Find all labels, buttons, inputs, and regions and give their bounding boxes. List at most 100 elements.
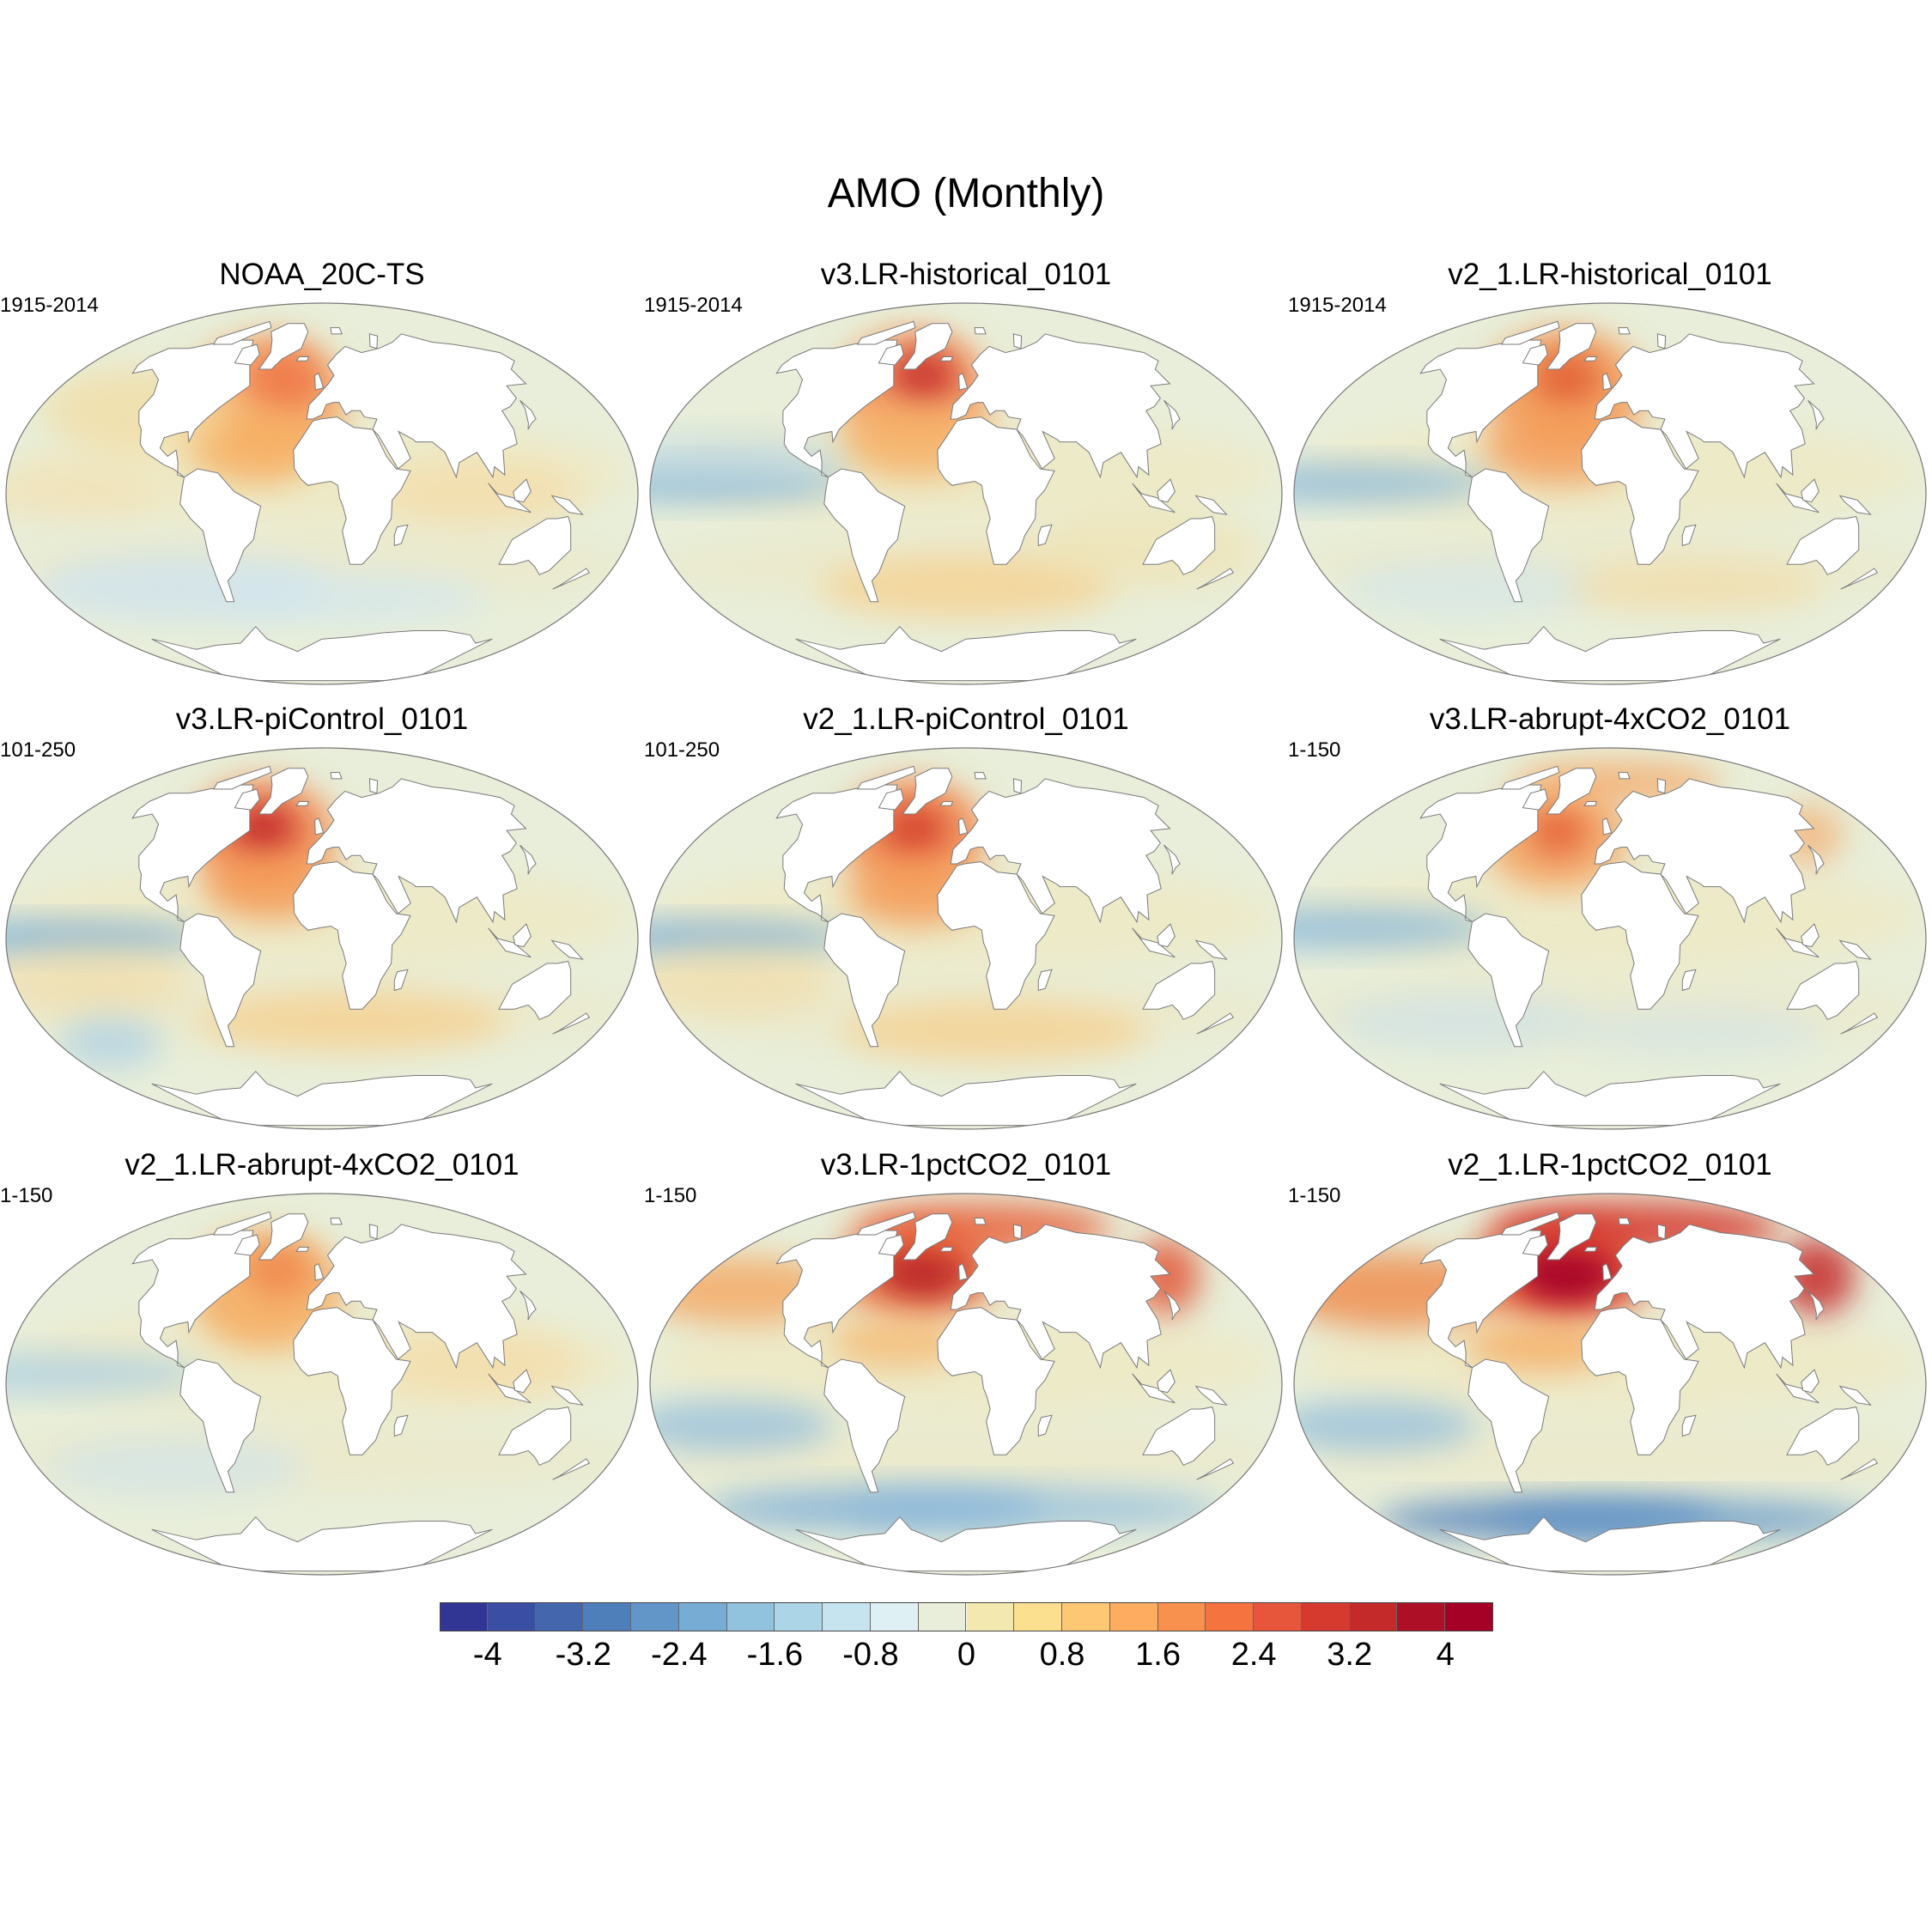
panel-period: 1915-2014 — [644, 294, 743, 317]
colorbar-bin — [678, 1602, 727, 1631]
colorbar-bin — [1397, 1602, 1446, 1631]
land-antarctica — [795, 1070, 1137, 1127]
map-panel: v2_1.LR-piControl_0101 101-250 — [644, 702, 1288, 1132]
land-uk — [1602, 373, 1613, 391]
land-indonesia — [1132, 927, 1176, 958]
panel-title: v3.LR-historical_0101 — [820, 258, 1112, 291]
anomaly-patch — [1494, 1500, 1873, 1539]
land-new-zealand — [1196, 1458, 1235, 1480]
panel-title: v3.LR-1pctCO2_0101 — [820, 1148, 1112, 1182]
land-south-america — [823, 913, 906, 1048]
land-eurasia — [1594, 333, 1815, 479]
map-panel: v3.LR-historical_0101 1915-2014 — [644, 258, 1288, 687]
land-iceland — [295, 356, 310, 361]
panel-period: 1-150 — [644, 1184, 697, 1207]
map-panel: NOAA_20C-TS 1915-2014 — [0, 258, 644, 687]
land-borneo — [513, 1369, 532, 1394]
land-uk — [314, 817, 325, 835]
colorbar-bin — [631, 1602, 679, 1631]
anomaly-patch — [889, 347, 958, 408]
map-svg — [649, 1193, 1283, 1576]
land-canadian-arctic — [212, 1211, 272, 1236]
colorbar-bin — [1157, 1602, 1206, 1631]
anomaly-patch — [839, 1001, 1149, 1062]
land-greenland — [1546, 768, 1597, 815]
land-baffin-island — [878, 343, 904, 366]
colorbar-bin — [1014, 1602, 1063, 1631]
land-new-zealand — [1840, 1012, 1879, 1035]
panel-title: v2_1.LR-piControl_0101 — [803, 702, 1129, 736]
globe-outline — [5, 747, 639, 1130]
colorbar-bin — [1254, 1602, 1302, 1631]
land-south-america — [823, 1358, 906, 1493]
colorbar-tick-label: -4 — [472, 1637, 502, 1673]
land-new-guinea — [550, 1385, 584, 1406]
land-canadian-arctic — [212, 320, 272, 345]
land-africa — [937, 861, 1055, 1010]
land-novaya-zemlya — [1012, 333, 1023, 349]
land-greenland — [902, 1213, 953, 1261]
land-new-guinea — [1194, 939, 1228, 960]
land-borneo — [1157, 1369, 1176, 1394]
land-south-america — [179, 913, 262, 1048]
map-panel: v3.LR-abrupt-4xCO2_0101 1-150 — [1288, 702, 1932, 1132]
land-svalbard — [974, 1218, 987, 1225]
map-svg — [649, 747, 1283, 1130]
land-japan — [519, 399, 537, 430]
land-madagascar — [393, 969, 409, 992]
land-uk — [1602, 817, 1613, 835]
land-indonesia — [1776, 927, 1820, 958]
land-australia — [498, 961, 572, 1020]
land-madagascar — [1681, 524, 1697, 547]
anomaly-patch — [881, 803, 947, 859]
land-indonesia — [1776, 1373, 1820, 1404]
colorbar-bin — [1062, 1602, 1110, 1631]
colorbar-bin — [870, 1602, 919, 1631]
land-eurasia — [306, 1224, 527, 1370]
land-new-guinea — [1838, 495, 1872, 515]
land-africa — [937, 1307, 1055, 1455]
anomaly-patch — [1294, 907, 1494, 949]
land-madagascar — [1681, 969, 1697, 992]
land-greenland — [1546, 1213, 1597, 1261]
land-africa — [293, 1307, 411, 1455]
colorbar-tick-label: -2.4 — [651, 1637, 708, 1673]
land-new-guinea — [1838, 1385, 1872, 1406]
land-eurasia — [950, 333, 1171, 479]
panel-period: 1-150 — [1288, 738, 1341, 762]
map-panel: v2_1.LR-abrupt-4xCO2_0101 1-150 — [0, 1148, 644, 1577]
anomaly-patch — [377, 459, 583, 528]
land-japan — [1807, 844, 1825, 875]
land-baffin-island — [878, 1234, 904, 1256]
land-borneo — [1801, 478, 1820, 503]
land-iceland — [1583, 356, 1598, 361]
globe-outline — [649, 1193, 1283, 1576]
land-borneo — [1801, 1369, 1820, 1394]
colorbar-tick-label: 2.4 — [1230, 1637, 1277, 1673]
map-svg — [1293, 1193, 1927, 1576]
land-africa — [293, 416, 411, 565]
land-madagascar — [393, 1414, 409, 1437]
land-australia — [1786, 516, 1860, 575]
land-greenland — [258, 1213, 309, 1261]
colorbar-tick-label: 0 — [957, 1637, 976, 1673]
land-baffin-island — [1522, 1234, 1548, 1256]
anomaly-patch — [846, 1487, 1224, 1530]
land-svalbard — [1618, 1218, 1631, 1225]
globe-outline — [5, 302, 639, 685]
land-novaya-zemlya — [1656, 1224, 1667, 1240]
anomaly-patch — [1528, 805, 1589, 857]
land-uk — [314, 373, 325, 391]
land-iceland — [939, 356, 954, 361]
land-eurasia — [1594, 1224, 1815, 1370]
land-south-america — [1467, 913, 1550, 1048]
land-uk — [314, 1263, 325, 1281]
land-madagascar — [393, 524, 409, 547]
land-indonesia — [488, 1373, 532, 1404]
land-new-guinea — [1194, 1385, 1228, 1406]
colorbar-bin — [918, 1602, 967, 1631]
land-iceland — [1583, 801, 1598, 806]
colorbar-bin — [726, 1602, 775, 1631]
land-south-america — [823, 468, 906, 603]
land-japan — [1807, 1290, 1825, 1321]
